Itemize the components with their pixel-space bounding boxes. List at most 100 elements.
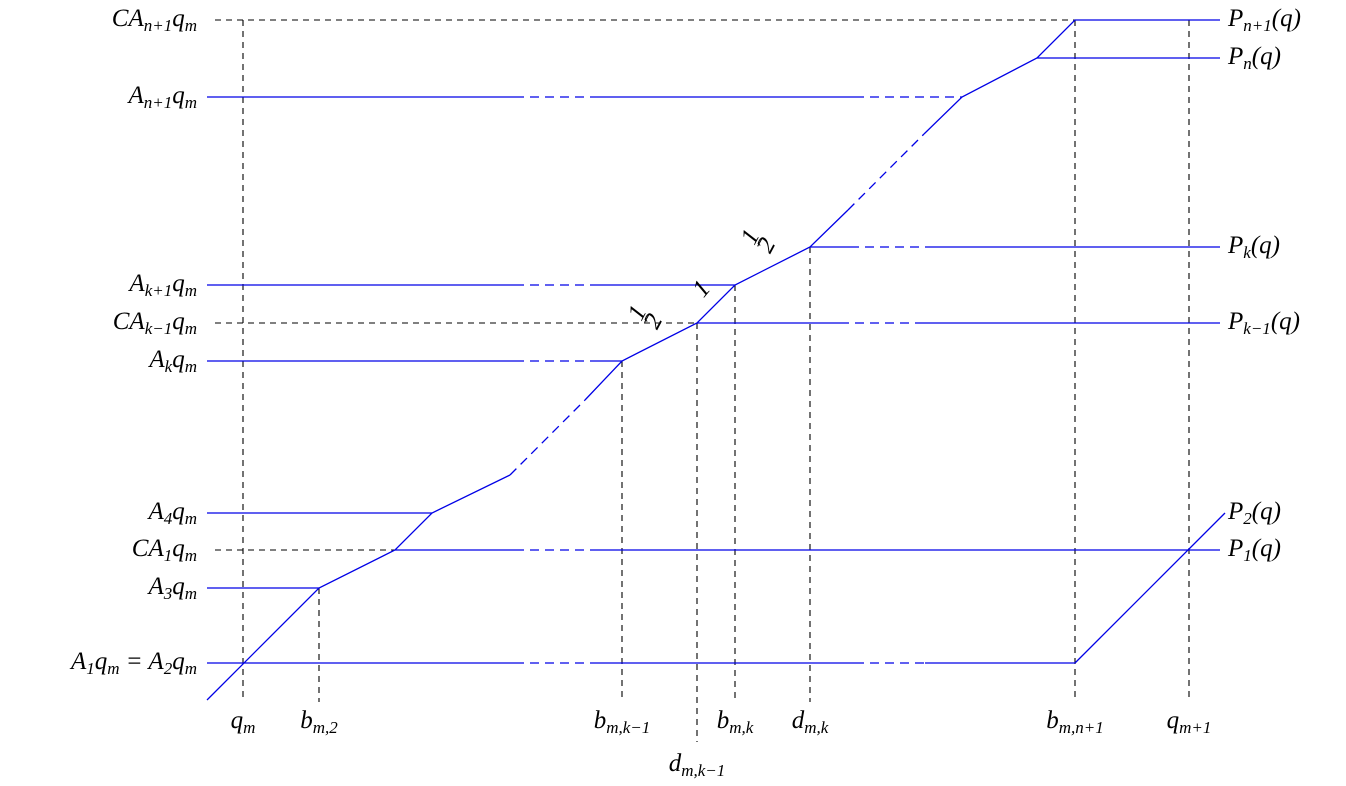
math-label: P1​(q) [1227,535,1281,565]
label-text: A [126,82,144,109]
label-subscript: k [165,357,173,376]
label-text: b [300,707,313,734]
label-subscript: m [185,509,197,528]
math-label: A1​qm​ = A2​qm​ [69,648,197,678]
label-text: P [1227,5,1243,32]
label-subscript: m,k−1 [606,718,650,737]
math-label: bm,n+1​ [1046,707,1104,737]
label-text: q [172,573,185,600]
label-subscript: m,k [804,718,829,737]
label-subscript: m [185,319,197,338]
label-subscript: m+1 [1179,718,1211,737]
label-text: A [147,346,165,373]
label-text: (q) [1252,498,1281,525]
curves [206,19,1226,701]
label-subscript: m [185,281,197,300]
math-label: Ak​qm​ [147,346,197,376]
fraction-denominator: 2 [639,310,669,334]
label-subscript: m [107,659,119,678]
label-subscript: k [1243,243,1251,262]
label-text: q [172,308,185,335]
math-label: An+1​qm​ [126,82,197,112]
label-subscript: 1 [86,659,95,678]
label-subscript: m,n+1 [1059,718,1104,737]
label-subscript: m,2 [313,718,339,737]
label-text: P [1227,232,1243,259]
label-text: b [1046,707,1059,734]
label-text: P [1227,535,1243,562]
label-text: (q) [1272,5,1301,32]
label-text: A [69,648,87,675]
slope-label: 1 [687,275,716,302]
label-text: q [1167,707,1180,734]
math-label: CA1​qm​ [132,535,197,565]
label-text: q [231,707,244,734]
math-label: Pn+1​(q) [1227,5,1301,35]
label-text: = A [120,648,165,675]
label-text: q [95,648,108,675]
slope-text: 1 [687,275,716,302]
label-text: q [172,498,185,525]
label-subscript: n [1243,54,1252,73]
label-subscript: 2 [164,659,173,678]
label-text: q [172,346,185,373]
label-text: d [669,750,682,777]
label-text: (q) [1271,308,1300,335]
label-subscript: k−1 [1243,319,1271,338]
label-text: P [1227,498,1243,525]
math-label: Ak+1​qm​ [127,270,197,300]
label-text: d [792,707,805,734]
label-subscript: n+1 [144,93,172,112]
label-text: (q) [1251,232,1280,259]
label-subscript: 2 [1243,509,1252,528]
label-text: b [594,707,607,734]
math-label: dm,k−1​ [669,750,726,780]
math-label: qm+1​ [1167,707,1212,737]
fraction-denominator: 2 [752,234,782,258]
label-text: A [127,270,145,297]
label-text: P [1227,308,1243,335]
label-subscript: 3 [163,584,173,603]
math-label: Pk−1​(q) [1227,308,1300,338]
math-label: bm,k−1​ [594,707,651,737]
label-text: q [172,648,185,675]
label-text: CA [113,308,146,335]
math-label: CAk−1​qm​ [113,308,197,338]
label-subscript: n+1 [1243,16,1271,35]
math-label: P2​(q) [1227,498,1281,528]
label-subscript: m [185,357,197,376]
label-subscript: 1 [1243,546,1252,565]
label-text: P [1227,43,1243,70]
label-subscript: m,k−1 [681,761,725,780]
fraction-bar [757,237,763,247]
slope-label: 12 [623,301,669,333]
slope-label: 12 [736,225,782,257]
math-label: A3​qm​ [146,573,197,603]
label-subscript: 4 [164,509,173,528]
label-subscript: 1 [164,546,173,565]
label-subscript: n+1 [144,16,172,35]
math-label: bm,2​ [300,707,338,737]
label-subscript: m,k [729,718,754,737]
label-text: (q) [1252,43,1281,70]
label-subscript: m [185,546,197,565]
label-text: q [172,535,185,562]
math-label: A4​qm​ [146,498,197,528]
label-subscript: k−1 [145,319,173,338]
label-text: A [146,573,164,600]
label-text: CA [132,535,165,562]
label-text: q [172,270,185,297]
label-subscript: m [185,16,197,35]
label-text: q [172,82,185,109]
math-label: CAn+1​qm​ [112,5,197,35]
label-text: (q) [1252,535,1281,562]
math-label: bm,k​ [717,707,754,737]
math-label: dm,k​ [792,707,829,737]
math-label: Pk​(q) [1227,232,1280,262]
math-label: qm​ [231,707,256,737]
label-text: CA [112,5,145,32]
label-text: q [172,5,185,32]
guide-lines [215,19,1190,742]
label-subscript: m [185,93,197,112]
label-text: b [717,707,730,734]
